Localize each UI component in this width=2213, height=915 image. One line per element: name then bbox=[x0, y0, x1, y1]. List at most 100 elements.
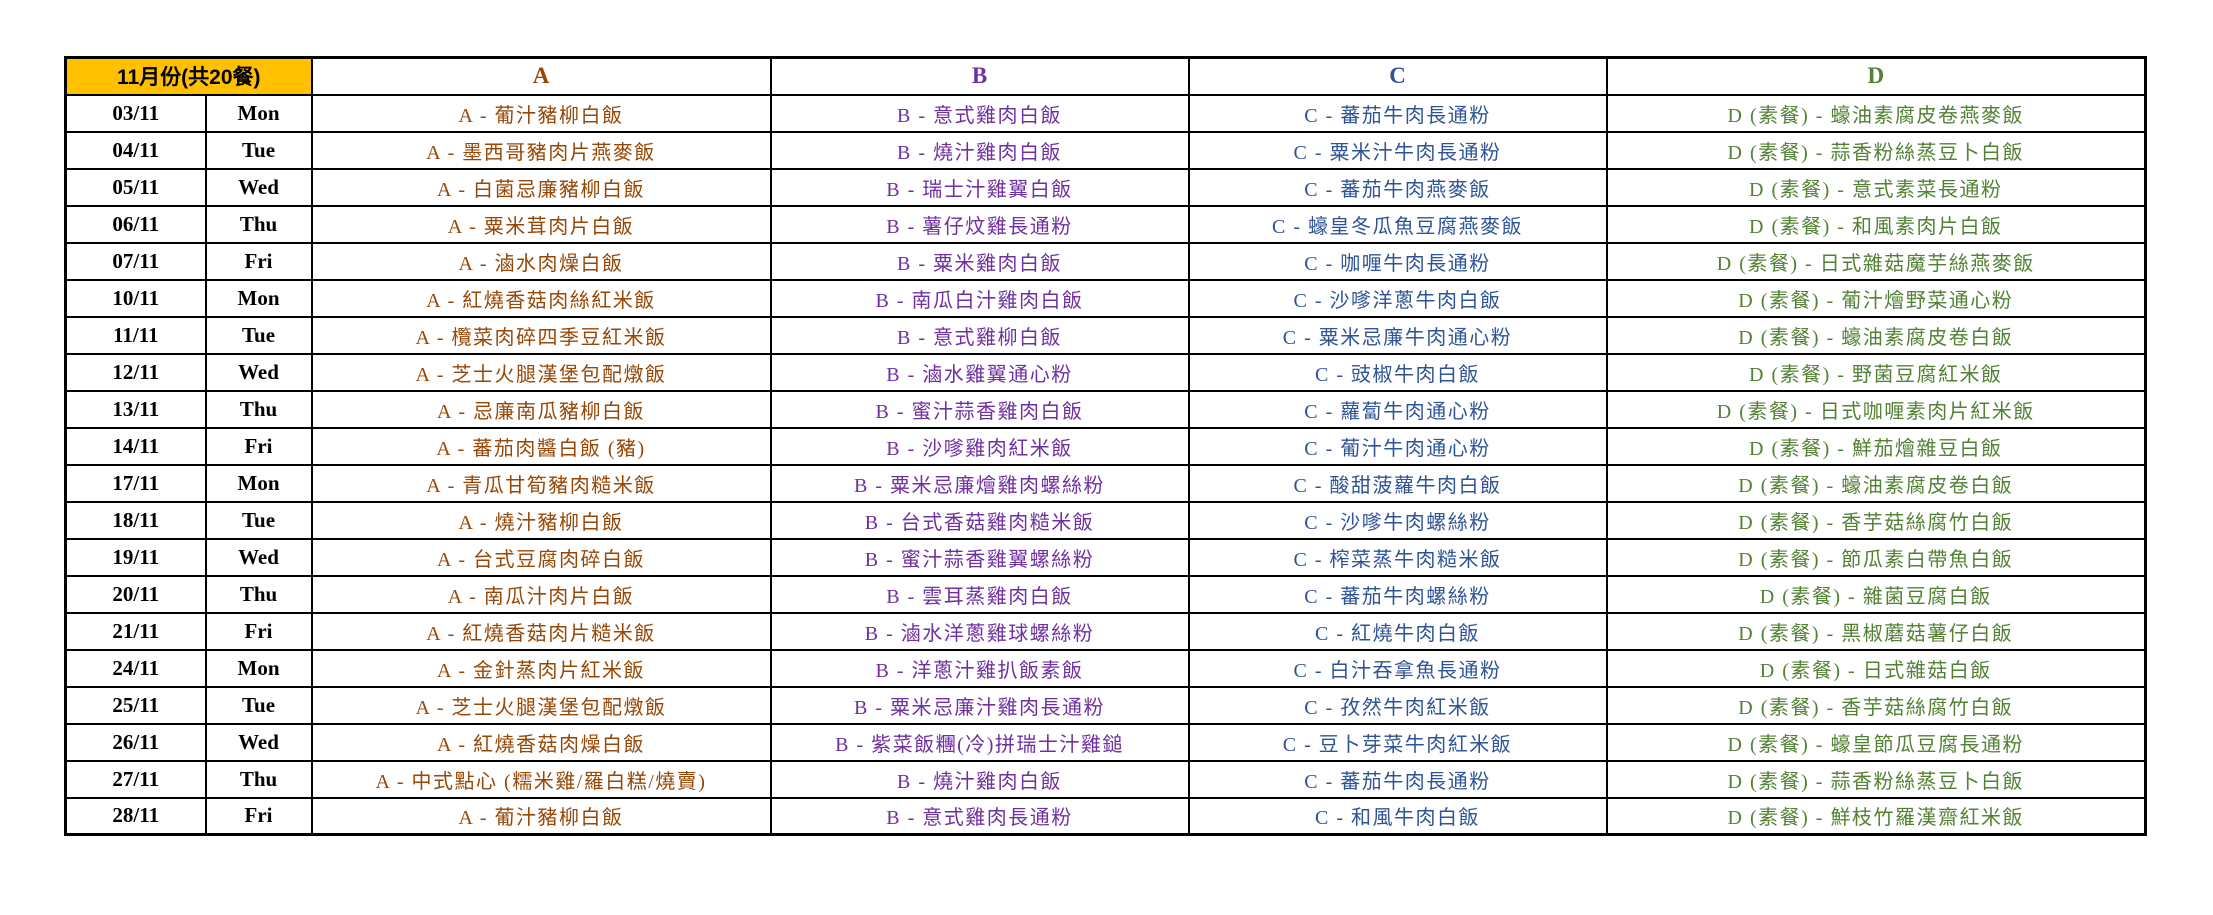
meal-d-cell: D (素餐) - 香芋菇絲腐竹白飯 bbox=[1605, 500, 2147, 540]
meal-c-cell: C - 蕃茄牛肉螺絲粉 bbox=[1187, 574, 1608, 614]
meal-c-cell: C - 酸甜菠蘿牛肉白飯 bbox=[1187, 463, 1608, 503]
meal-b-cell: B - 意式雞柳白飯 bbox=[769, 315, 1190, 355]
meal-a-cell: A - 忌廉南瓜豬柳白飯 bbox=[310, 389, 772, 429]
meal-a-cell: A - 葡汁豬柳白飯 bbox=[310, 93, 772, 133]
meal-d-cell: D (素餐) - 鮮枝竹羅漢齋紅米飯 bbox=[1605, 796, 2147, 836]
meal-a-cell: A - 白菌忌廉豬柳白飯 bbox=[310, 167, 772, 207]
meal-c-cell: C - 沙嗲牛肉螺絲粉 bbox=[1187, 500, 1608, 540]
meal-d-cell: D (素餐) - 蠔油素腐皮卷白飯 bbox=[1605, 463, 2147, 503]
meal-a-cell: A - 欖菜肉碎四季豆紅米飯 bbox=[310, 315, 772, 355]
menu-row: 05/11 Wed A - 白菌忌廉豬柳白飯 B - 瑞士汁雞翼白飯 C - 蕃茄牛肉燕… bbox=[64, 167, 2147, 207]
meal-b-cell: B - 薯仔炆雞長通粉 bbox=[769, 204, 1190, 244]
column-header-d: D bbox=[1605, 56, 2147, 96]
meal-b-cell: B - 台式香菇雞肉糙米飯 bbox=[769, 500, 1190, 540]
day-cell: Fri bbox=[204, 241, 313, 281]
date-cell: 26/11 bbox=[64, 722, 207, 762]
day-cell: Wed bbox=[204, 537, 313, 577]
date-cell: 13/11 bbox=[64, 389, 207, 429]
meal-b-cell: B - 意式雞肉白飯 bbox=[769, 93, 1190, 133]
meal-b-cell: B - 燒汁雞肉白飯 bbox=[769, 759, 1190, 799]
date-cell: 11/11 bbox=[64, 315, 207, 355]
date-cell: 18/11 bbox=[64, 500, 207, 540]
day-cell: Tue bbox=[204, 315, 313, 355]
date-cell: 07/11 bbox=[64, 241, 207, 281]
meal-c-cell: C - 豉椒牛肉白飯 bbox=[1187, 352, 1608, 392]
meal-d-cell: D (素餐) - 香芋菇絲腐竹白飯 bbox=[1605, 685, 2147, 725]
meal-a-cell: A - 芝士火腿漢堡包配燉飯 bbox=[310, 352, 772, 392]
meal-c-cell: C - 榨菜蒸牛肉糙米飯 bbox=[1187, 537, 1608, 577]
meal-d-cell: D (素餐) - 蒜香粉絲蒸豆卜白飯 bbox=[1605, 759, 2147, 799]
meal-b-cell: B - 粟米忌廉燴雞肉螺絲粉 bbox=[769, 463, 1190, 503]
day-cell: Fri bbox=[204, 426, 313, 466]
meal-a-cell: A - 粟米茸肉片白飯 bbox=[310, 204, 772, 244]
date-cell: 20/11 bbox=[64, 574, 207, 614]
meal-d-cell: D (素餐) - 鮮茄燴雜豆白飯 bbox=[1605, 426, 2147, 466]
day-cell: Mon bbox=[204, 278, 313, 318]
date-cell: 12/11 bbox=[64, 352, 207, 392]
menu-row: 11/11 Tue A - 欖菜肉碎四季豆紅米飯 B - 意式雞柳白飯 C - 粟米忌廉… bbox=[64, 315, 2147, 355]
menu-row: 10/11 Mon A - 紅燒香菇肉絲紅米飯 B - 南瓜白汁雞肉白飯 C - 沙嗲洋… bbox=[64, 278, 2147, 318]
menu-row: 12/11 Wed A - 芝士火腿漢堡包配燉飯 B - 滷水雞翼通心粉 C - 豉椒牛… bbox=[64, 352, 2147, 392]
meal-d-cell: D (素餐) - 日式雜菇魔芋絲燕麥飯 bbox=[1605, 241, 2147, 281]
meal-d-cell: D (素餐) - 黑椒蘑菇薯仔白飯 bbox=[1605, 611, 2147, 651]
day-cell: Fri bbox=[204, 611, 313, 651]
day-cell: Wed bbox=[204, 722, 313, 762]
day-cell: Thu bbox=[204, 574, 313, 614]
column-header-b: B bbox=[769, 56, 1190, 96]
meal-c-cell: C - 葡汁牛肉通心粉 bbox=[1187, 426, 1608, 466]
meal-a-cell: A - 金針蒸肉片紅米飯 bbox=[310, 648, 772, 688]
meal-a-cell: A - 燒汁豬柳白飯 bbox=[310, 500, 772, 540]
month-title: 11月份(共20餐) bbox=[64, 56, 313, 96]
meal-c-cell: C - 孜然牛肉紅米飯 bbox=[1187, 685, 1608, 725]
meal-b-cell: B - 南瓜白汁雞肉白飯 bbox=[769, 278, 1190, 318]
date-cell: 28/11 bbox=[64, 796, 207, 836]
day-cell: Tue bbox=[204, 130, 313, 170]
date-cell: 19/11 bbox=[64, 537, 207, 577]
meal-d-cell: D (素餐) - 意式素菜長通粉 bbox=[1605, 167, 2147, 207]
menu-table: 11月份(共20餐) A B C D 03/11 Mon A - 葡汁豬柳白飯 B -… bbox=[64, 56, 2147, 836]
header-row: 11月份(共20餐) A B C D bbox=[64, 56, 2147, 96]
meal-c-cell: C - 蘿蔔牛肉通心粉 bbox=[1187, 389, 1608, 429]
meal-c-cell: C - 紅燒牛肉白飯 bbox=[1187, 611, 1608, 651]
day-cell: Mon bbox=[204, 93, 313, 133]
meal-d-cell: D (素餐) - 日式雜菇白飯 bbox=[1605, 648, 2147, 688]
day-cell: Mon bbox=[204, 463, 313, 503]
date-cell: 24/11 bbox=[64, 648, 207, 688]
day-cell: Thu bbox=[204, 389, 313, 429]
menu-row: 13/11 Thu A - 忌廉南瓜豬柳白飯 B - 蜜汁蒜香雞肉白飯 C - 蘿蔔牛肉… bbox=[64, 389, 2147, 429]
day-cell: Fri bbox=[204, 796, 313, 836]
menu-row: 17/11 Mon A - 青瓜甘筍豬肉糙米飯 B - 粟米忌廉燴雞肉螺絲粉 C - 酸… bbox=[64, 463, 2147, 503]
meal-c-cell: C - 蕃茄牛肉長通粉 bbox=[1187, 759, 1608, 799]
meal-d-cell: D (素餐) - 野菌豆腐紅米飯 bbox=[1605, 352, 2147, 392]
meal-d-cell: D (素餐) - 和風素肉片白飯 bbox=[1605, 204, 2147, 244]
day-cell: Tue bbox=[204, 685, 313, 725]
meal-b-cell: B - 粟米雞肉白飯 bbox=[769, 241, 1190, 281]
meal-b-cell: B - 洋蔥汁雞扒飯素飯 bbox=[769, 648, 1190, 688]
meal-c-cell: C - 和風牛肉白飯 bbox=[1187, 796, 1608, 836]
meal-b-cell: B - 紫菜飯糰(冷)拼瑞士汁雞鎚 bbox=[769, 722, 1190, 762]
menu-row: 28/11 Fri A - 葡汁豬柳白飯 B - 意式雞肉長通粉 C - 和風牛肉白飯 D… bbox=[64, 796, 2147, 836]
menu-row: 18/11 Tue A - 燒汁豬柳白飯 B - 台式香菇雞肉糙米飯 C - 沙嗲牛肉螺… bbox=[64, 500, 2147, 540]
meal-a-cell: A - 紅燒香菇肉燥白飯 bbox=[310, 722, 772, 762]
menu-row: 27/11 Thu A - 中式點心 (糯米雞/羅白糕/燒賣) B - 燒汁雞肉白飯 C… bbox=[64, 759, 2147, 799]
meal-a-cell: A - 蕃茄肉醬白飯 (豬) bbox=[310, 426, 772, 466]
menu-row: 20/11 Thu A - 南瓜汁肉片白飯 B - 雲耳蒸雞肉白飯 C - 蕃茄牛肉螺絲… bbox=[64, 574, 2147, 614]
meal-d-cell: D (素餐) - 蠔油素腐皮卷燕麥飯 bbox=[1605, 93, 2147, 133]
day-cell: Thu bbox=[204, 204, 313, 244]
meal-a-cell: A - 紅燒香菇肉絲紅米飯 bbox=[310, 278, 772, 318]
meal-a-cell: A - 紅燒香菇肉片糙米飯 bbox=[310, 611, 772, 651]
date-cell: 06/11 bbox=[64, 204, 207, 244]
meal-a-cell: A - 中式點心 (糯米雞/羅白糕/燒賣) bbox=[310, 759, 772, 799]
column-header-c: C bbox=[1187, 56, 1608, 96]
date-cell: 21/11 bbox=[64, 611, 207, 651]
meal-a-cell: A - 南瓜汁肉片白飯 bbox=[310, 574, 772, 614]
meal-d-cell: D (素餐) - 雜菌豆腐白飯 bbox=[1605, 574, 2147, 614]
meal-b-cell: B - 滷水洋蔥雞球螺絲粉 bbox=[769, 611, 1190, 651]
menu-row: 14/11 Fri A - 蕃茄肉醬白飯 (豬) B - 沙嗲雞肉紅米飯 C - 葡汁牛… bbox=[64, 426, 2147, 466]
meal-b-cell: B - 雲耳蒸雞肉白飯 bbox=[769, 574, 1190, 614]
meal-d-cell: D (素餐) - 蠔油素腐皮卷白飯 bbox=[1605, 315, 2147, 355]
meal-b-cell: B - 滷水雞翼通心粉 bbox=[769, 352, 1190, 392]
meal-a-cell: A - 墨西哥豬肉片燕麥飯 bbox=[310, 130, 772, 170]
meal-c-cell: C - 粟米汁牛肉長通粉 bbox=[1187, 130, 1608, 170]
meal-a-cell: A - 台式豆腐肉碎白飯 bbox=[310, 537, 772, 577]
